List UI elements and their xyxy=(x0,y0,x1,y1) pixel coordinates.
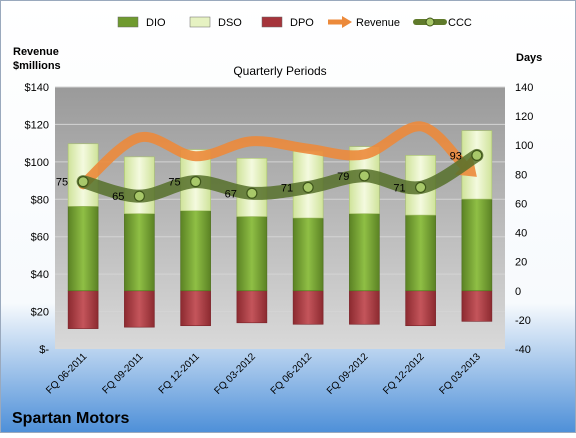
dio-bar xyxy=(292,217,324,292)
left-tick-label: $140 xyxy=(25,82,49,94)
legend-swatch-dpo xyxy=(261,16,283,28)
right-tick-label: -20 xyxy=(515,315,531,327)
right-tick-label: 80 xyxy=(515,169,527,181)
dio-bar xyxy=(180,210,211,292)
ccc-point xyxy=(190,176,202,188)
legend-label-dio: DIO xyxy=(146,17,166,29)
right-tick-label: 140 xyxy=(515,82,533,94)
left-axis-label-line1: Revenue xyxy=(13,46,59,58)
ccc-data-label: 67 xyxy=(225,188,237,200)
revenue-line xyxy=(78,121,469,190)
ccc-data-label: 75 xyxy=(168,177,180,189)
right-axis-label: Days xyxy=(516,52,542,64)
left-tick-label: $100 xyxy=(25,157,49,169)
ccc-data-label: 75 xyxy=(56,177,68,189)
legend-label-dso: DSO xyxy=(218,17,242,29)
legend-swatch-revenue-head xyxy=(342,16,352,28)
right-axis-ticks: -40 -20 0 20 40 60 80 100 120 140 xyxy=(515,82,533,356)
dio-bar xyxy=(67,206,99,292)
chart-title: Quarterly Periods xyxy=(233,64,326,78)
right-tick-label: 60 xyxy=(515,198,527,210)
left-tick-label: $- xyxy=(39,344,49,356)
dpo-bar xyxy=(405,290,436,327)
ccc-point xyxy=(77,176,89,188)
ccc-point xyxy=(358,170,370,182)
legend-label-revenue: Revenue xyxy=(356,17,400,29)
ccc-point xyxy=(471,149,483,162)
ccc-data-label: 65 xyxy=(112,191,124,203)
ccc-point xyxy=(302,181,314,194)
ccc-data-label: 79 xyxy=(337,171,349,183)
legend-label-dpo: DPO xyxy=(290,17,314,29)
dpo-bar xyxy=(124,290,155,328)
dio-bar xyxy=(405,214,436,292)
ccc-point xyxy=(246,187,258,199)
dso-bar xyxy=(124,156,155,214)
ccc-point xyxy=(415,181,427,194)
left-tick-label: $20 xyxy=(31,307,49,319)
left-tick-label: $120 xyxy=(25,119,49,131)
dpo-bar xyxy=(236,290,268,324)
right-tick-label: 40 xyxy=(515,228,527,240)
legend-label-ccc: CCC xyxy=(448,17,472,29)
left-axis-label-line2: $millions xyxy=(13,60,61,72)
dpo-bar xyxy=(292,290,324,325)
dio-bar xyxy=(461,198,493,292)
ccc-data-label: 71 xyxy=(281,182,293,194)
right-tick-label: 0 xyxy=(515,286,521,298)
ccc-series: 75 65 75 67 71 79 71 93 xyxy=(56,148,484,203)
legend-swatch-ccc-marker xyxy=(425,17,435,27)
ccc-data-label: 93 xyxy=(450,150,462,162)
left-tick-label: $40 xyxy=(31,269,49,281)
right-tick-label: 120 xyxy=(515,111,533,123)
company-name: Spartan Motors xyxy=(12,410,129,427)
plot-area xyxy=(55,87,505,349)
ccc-data-label: 71 xyxy=(393,182,405,194)
left-axis-ticks: $- $20 $40 $60 $80 $100 $120 $140 xyxy=(25,82,50,356)
left-tick-label: $80 xyxy=(31,194,49,206)
right-tick-label: 100 xyxy=(515,140,533,152)
ccc-point xyxy=(133,190,145,202)
left-tick-label: $60 xyxy=(31,232,49,244)
dio-bar xyxy=(236,216,268,292)
dpo-bar xyxy=(461,290,493,322)
legend-swatch-dio xyxy=(117,16,139,28)
dio-bar xyxy=(349,213,380,292)
dpo-bar xyxy=(67,290,99,329)
dpo-bar xyxy=(349,290,380,325)
dpo-bar xyxy=(180,290,211,327)
dio-bar xyxy=(124,213,155,292)
legend: DIO DSO DPO Revenue CCC xyxy=(117,16,472,29)
legend-swatch-dso xyxy=(189,16,211,28)
right-tick-label: 20 xyxy=(515,257,527,269)
right-tick-label: -40 xyxy=(515,344,531,356)
